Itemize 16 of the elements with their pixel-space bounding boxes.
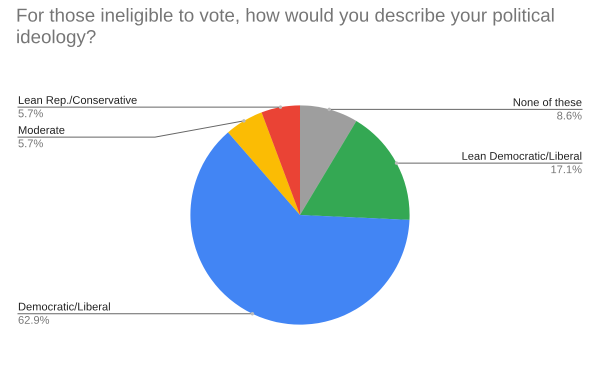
pie-slice	[262, 105, 300, 215]
pie-slice	[190, 132, 410, 325]
slice-label: Democratic/Liberal	[18, 302, 110, 311]
slice-label: Moderate	[18, 126, 64, 134]
pie-slice	[300, 121, 410, 220]
pie-slice	[228, 112, 300, 215]
pie-slice	[300, 105, 356, 215]
chart-title: For those ineligible to vote, how would you describe your political ideology?	[17, 8, 554, 48]
data-label: 8.6%	[557, 112, 582, 120]
slice-label: None of these	[514, 98, 582, 106]
data-label: 5.7%	[18, 109, 43, 118]
data-label: 62.9%	[18, 316, 50, 324]
data-label: 5.7%	[18, 139, 43, 148]
slice-label: Lean Rep./Conservative	[18, 96, 137, 106]
slice-label: Lean Democratic/Liberal	[462, 152, 582, 160]
data-label: 17.1%	[551, 165, 582, 174]
